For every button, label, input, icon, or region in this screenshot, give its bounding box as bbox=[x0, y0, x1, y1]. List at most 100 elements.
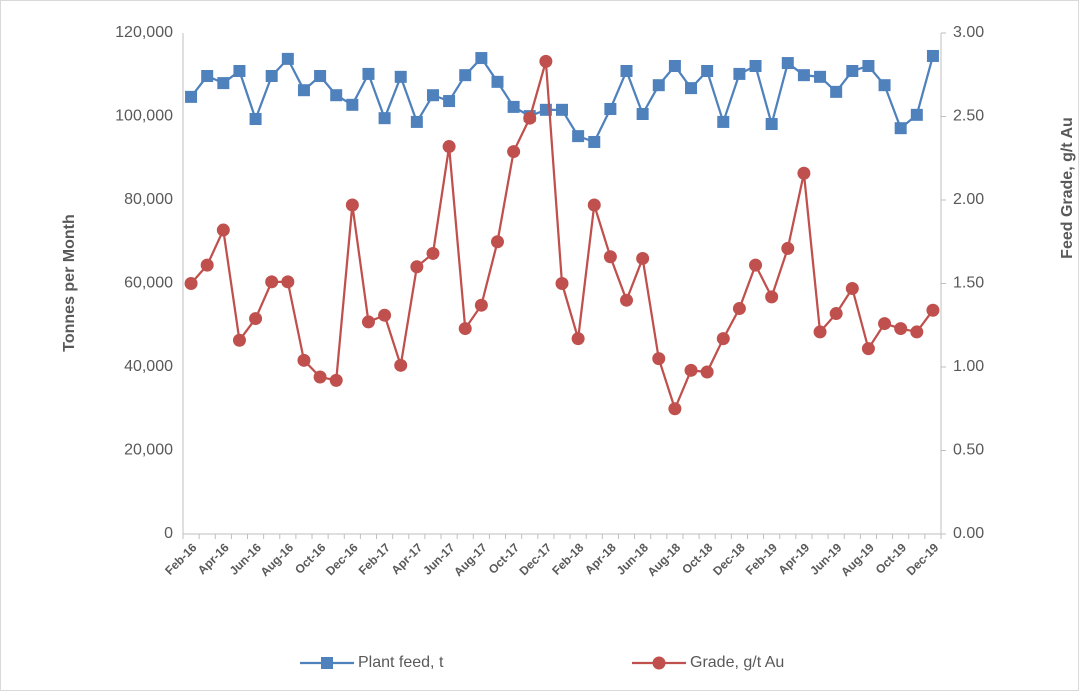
point bbox=[378, 308, 392, 322]
y-tick-label: 20,000 bbox=[124, 442, 173, 459]
point bbox=[814, 70, 827, 83]
point bbox=[732, 302, 746, 316]
point bbox=[426, 89, 439, 102]
point bbox=[668, 59, 681, 72]
point bbox=[620, 293, 634, 307]
point bbox=[491, 75, 504, 88]
point bbox=[652, 79, 665, 92]
point bbox=[926, 49, 939, 62]
legend-label: Grade, g/t Au bbox=[690, 654, 784, 671]
point bbox=[765, 290, 779, 304]
point bbox=[862, 59, 875, 72]
point bbox=[442, 140, 456, 154]
point bbox=[394, 358, 408, 372]
y-tick-label: 120,000 bbox=[115, 24, 173, 41]
point bbox=[603, 250, 617, 264]
point bbox=[539, 54, 553, 68]
point bbox=[861, 342, 875, 356]
point bbox=[587, 198, 601, 212]
point bbox=[749, 258, 763, 272]
point bbox=[249, 113, 262, 126]
point bbox=[652, 352, 666, 366]
point bbox=[297, 84, 310, 97]
legend-marker bbox=[321, 657, 333, 669]
point bbox=[765, 118, 778, 131]
y-tick-label: 0 bbox=[164, 525, 173, 542]
point bbox=[394, 70, 407, 83]
point bbox=[878, 79, 891, 92]
point bbox=[604, 102, 617, 115]
point bbox=[926, 303, 940, 317]
point bbox=[233, 64, 246, 77]
point bbox=[700, 365, 714, 379]
point bbox=[797, 69, 810, 82]
point bbox=[475, 52, 488, 65]
point bbox=[572, 130, 585, 143]
point bbox=[878, 317, 892, 331]
point bbox=[781, 57, 794, 70]
point bbox=[571, 332, 585, 346]
point bbox=[556, 103, 568, 116]
point bbox=[813, 325, 827, 339]
point bbox=[184, 277, 198, 290]
point bbox=[797, 166, 811, 180]
point bbox=[636, 107, 649, 120]
point bbox=[474, 298, 488, 312]
point bbox=[410, 115, 423, 128]
point bbox=[490, 235, 504, 249]
point bbox=[636, 251, 650, 265]
point bbox=[346, 98, 359, 111]
y2-axis-label: Feed Grade, g/t Au bbox=[1059, 117, 1076, 259]
point bbox=[830, 85, 843, 98]
point bbox=[361, 315, 375, 329]
legend-label: Plant feed, t bbox=[358, 654, 444, 671]
y2-tick-label: 2.50 bbox=[953, 108, 984, 125]
point bbox=[297, 353, 311, 367]
point bbox=[410, 260, 424, 274]
point bbox=[894, 322, 908, 336]
y2-tick-label: 2.00 bbox=[953, 191, 984, 208]
point bbox=[378, 112, 391, 125]
point bbox=[314, 70, 327, 83]
point bbox=[216, 223, 230, 237]
point bbox=[330, 89, 343, 102]
y-tick-label: 80,000 bbox=[124, 191, 173, 208]
point bbox=[232, 333, 246, 347]
point bbox=[781, 241, 795, 255]
point bbox=[185, 90, 198, 103]
point bbox=[459, 69, 472, 82]
y-tick-label: 40,000 bbox=[124, 358, 173, 375]
point bbox=[910, 325, 924, 339]
point bbox=[717, 115, 730, 128]
point bbox=[201, 70, 214, 83]
point bbox=[265, 275, 279, 289]
point bbox=[716, 332, 730, 346]
y-axis-label: Tonnes per Month bbox=[61, 214, 78, 351]
point bbox=[749, 59, 762, 72]
point bbox=[684, 363, 698, 377]
point bbox=[281, 275, 295, 289]
point bbox=[265, 70, 278, 83]
point bbox=[555, 277, 569, 290]
point bbox=[846, 64, 859, 77]
point bbox=[281, 52, 294, 65]
point bbox=[668, 402, 682, 416]
point bbox=[458, 322, 472, 336]
y2-tick-label: 0.00 bbox=[953, 525, 984, 542]
point bbox=[507, 145, 521, 159]
point bbox=[845, 282, 859, 296]
point bbox=[588, 135, 601, 148]
point bbox=[507, 100, 520, 113]
y2-tick-label: 1.00 bbox=[953, 358, 984, 375]
point bbox=[523, 111, 537, 125]
point bbox=[329, 373, 343, 387]
point bbox=[217, 77, 230, 90]
legend-marker bbox=[652, 656, 666, 670]
point bbox=[701, 64, 714, 77]
y2-tick-label: 0.50 bbox=[953, 442, 984, 459]
y2-tick-label: 1.50 bbox=[953, 275, 984, 292]
point bbox=[829, 307, 843, 321]
point bbox=[426, 246, 440, 260]
